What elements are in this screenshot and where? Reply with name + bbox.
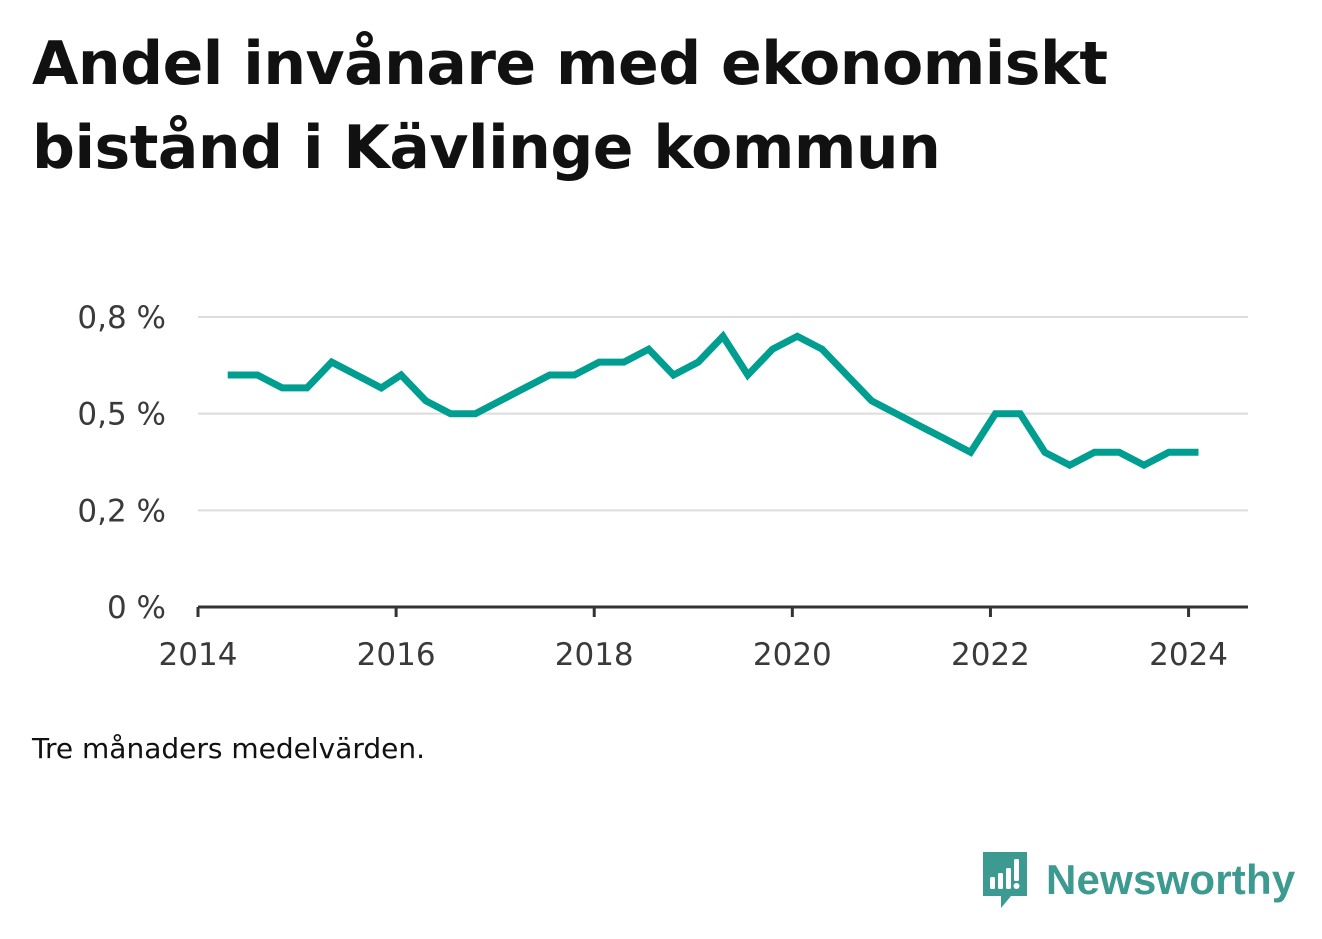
x-tick-label: 2020 xyxy=(753,637,832,673)
series-layer xyxy=(227,330,1199,470)
x-tick-label: 2014 xyxy=(159,637,238,673)
x-tick-label: 2022 xyxy=(951,637,1030,673)
y-axis-labels: 0 % 0,2 % 0,5 % 0,8 % xyxy=(77,300,166,626)
x-tick-label: 2016 xyxy=(357,637,436,673)
series-line-0 xyxy=(227,330,1199,470)
grid-lines xyxy=(198,316,1248,512)
y-tick-label: 0,8 % xyxy=(77,300,166,336)
x-axis-labels: 2014 2016 2018 2020 2022 2024 xyxy=(159,637,1228,673)
brand-logo[interactable]: Newsworthy xyxy=(980,848,1295,912)
y-tick-label: 0,2 % xyxy=(77,493,166,529)
y-tick-label: 0,5 % xyxy=(77,397,166,433)
chart-title: Andel invånare med ekonomiskt bistånd i … xyxy=(32,29,1108,183)
x-tick-label: 2018 xyxy=(555,637,634,673)
y-tick-label: 0 % xyxy=(107,590,166,626)
x-tick-label: 2024 xyxy=(1149,637,1228,673)
x-axis xyxy=(196,605,1248,617)
brand-name: Newsworthy xyxy=(1046,856,1296,903)
newsworthy-logo-icon xyxy=(983,852,1027,908)
chart-note: Tre månaders medelvärden. xyxy=(32,732,426,765)
